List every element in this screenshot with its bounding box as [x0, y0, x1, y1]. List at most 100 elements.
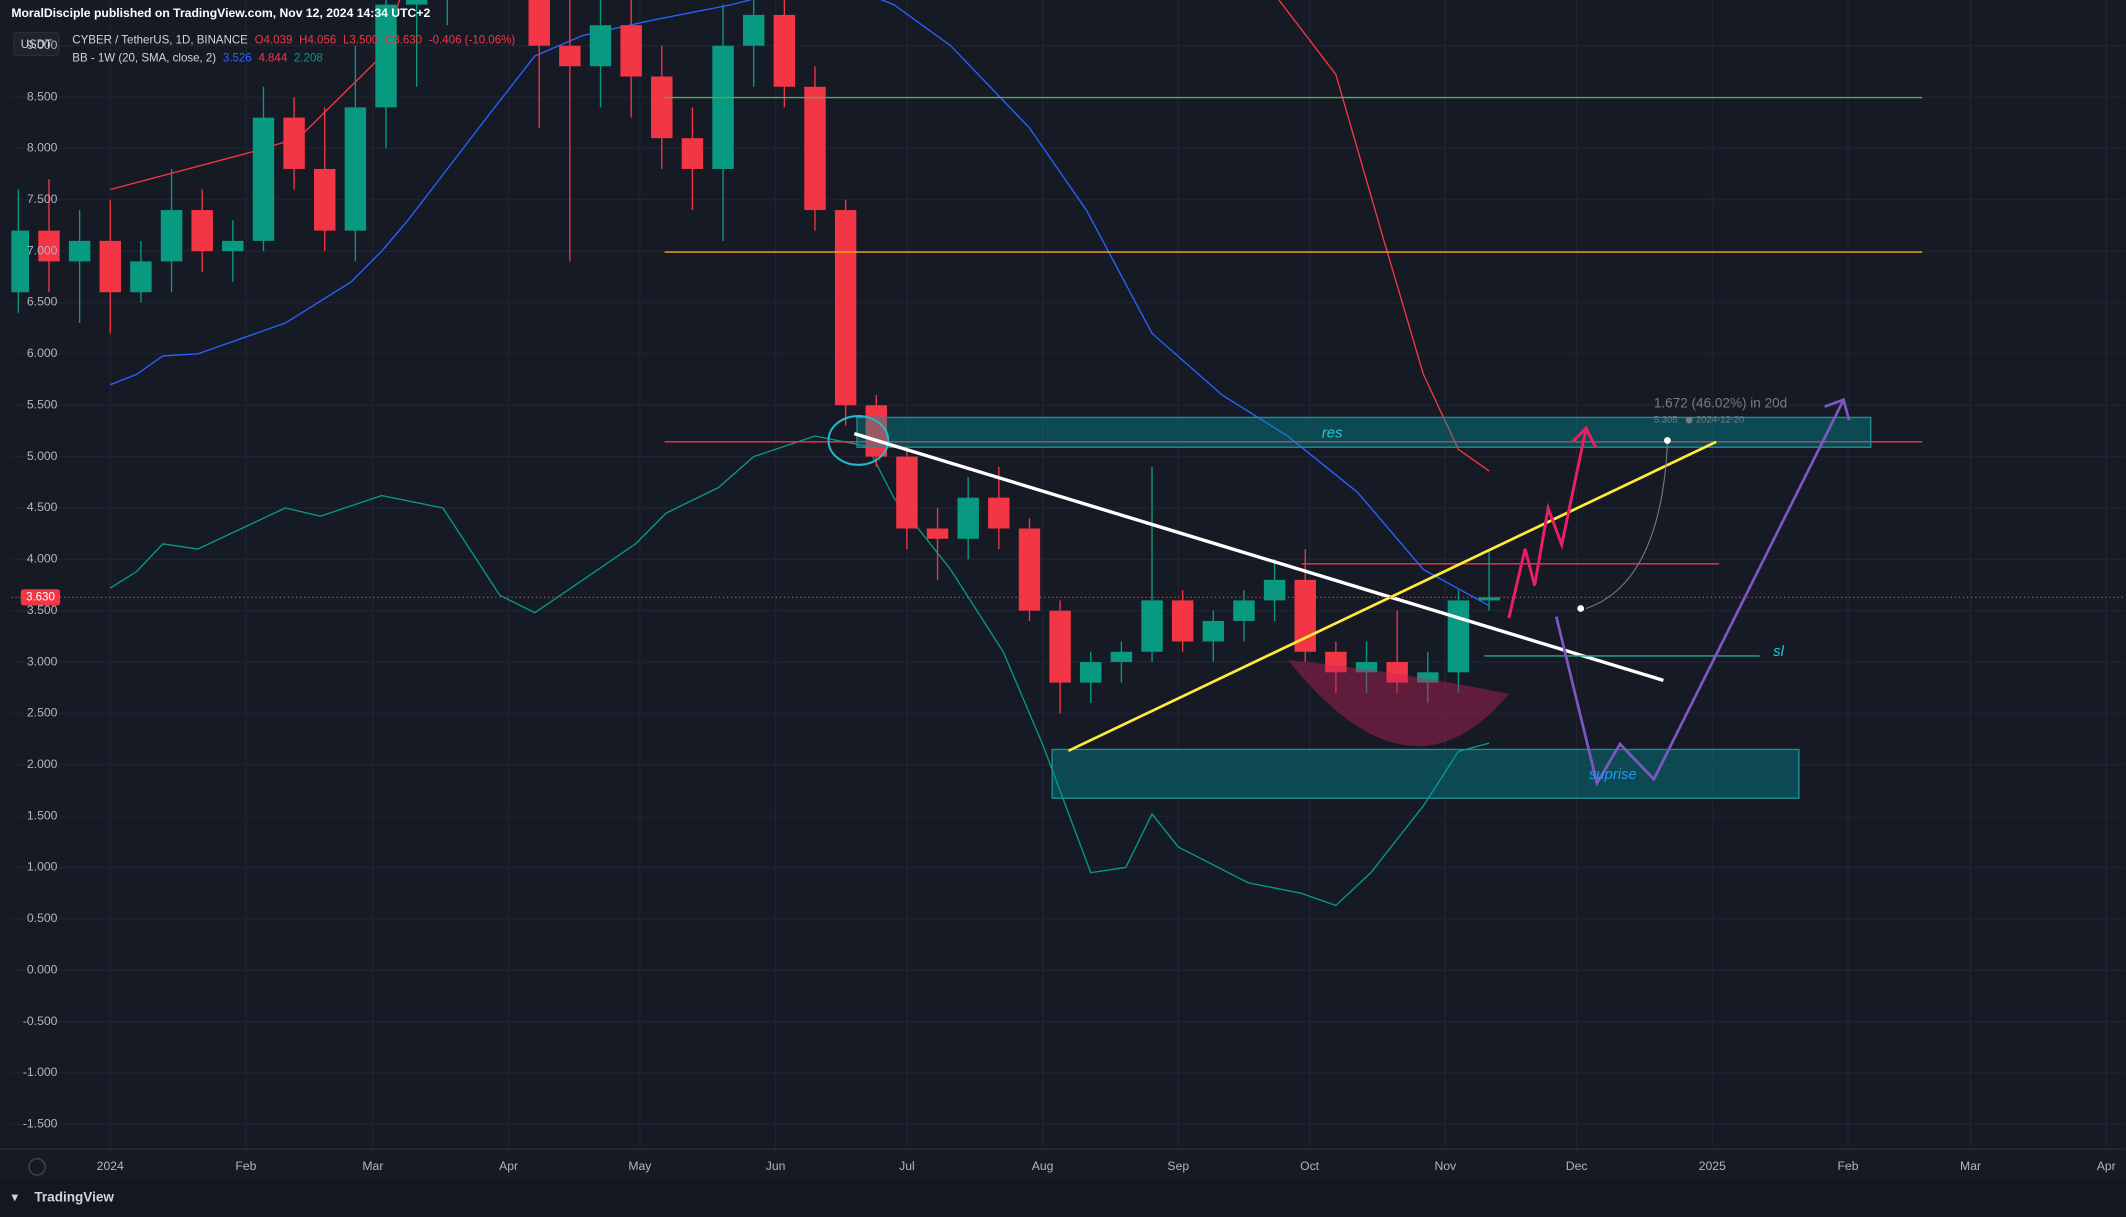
candle-body: [834, 210, 857, 406]
ohlc-value: H4.056: [299, 35, 336, 47]
x-tick-label: 2025: [1699, 1159, 1726, 1173]
y-tick-label: 0.000: [27, 962, 58, 976]
candle-body: [773, 14, 796, 87]
annotation: sl: [1773, 644, 1784, 660]
candle-body: [1018, 528, 1041, 611]
candle-body: [1325, 651, 1347, 673]
resistance-zone: [856, 416, 1872, 448]
y-tick-label: 0.500: [27, 911, 58, 925]
currency-button[interactable]: [13, 31, 60, 57]
candle-body: [1171, 600, 1194, 642]
y-tick-label: 7.500: [27, 192, 58, 206]
candle-body: [1417, 672, 1439, 683]
candle-body: [804, 86, 826, 211]
measure-arc: [1585, 443, 1668, 610]
indicator-value: 3.526: [223, 52, 252, 64]
x-tick-label: 2024: [97, 1159, 124, 1173]
candle-body: [222, 240, 244, 252]
y-tick-label: 5.000: [27, 449, 58, 463]
x-tick-label: Feb: [1837, 1159, 1858, 1173]
candle-body: [38, 230, 60, 262]
measure-date: 2024-12-20: [1696, 415, 1744, 426]
projection-path: [1507, 425, 1597, 619]
point: [1664, 437, 1671, 444]
x-tick-label: Apr: [499, 1159, 518, 1173]
x-tick-label: Aug: [1032, 1159, 1054, 1173]
indicator-legend: BB - 1W (20, SMA, close, 2) 3.526 4.844 2.2…: [72, 52, 322, 64]
x-tick-label: Mar: [362, 1159, 383, 1173]
y-tick-label: 6.000: [27, 346, 58, 360]
candle-body: [11, 230, 30, 293]
point: [1577, 605, 1585, 612]
candle-body: [957, 497, 979, 539]
projection-path: [1554, 398, 1851, 787]
candle-body: [1049, 610, 1071, 683]
y-tick-label: 9.000: [27, 38, 58, 52]
y-tick-label: -0.500: [23, 1014, 58, 1028]
ohlc-value: L3.500: [343, 35, 378, 47]
y-tick-label: 2.500: [27, 706, 58, 720]
annotation: suprise: [1589, 767, 1637, 783]
y-tick-label: 1.000: [27, 860, 58, 874]
y-tick-label: 1.500: [27, 808, 58, 822]
band-line: [110, 0, 1490, 607]
x-tick-label: Jun: [766, 1159, 786, 1173]
candle-body: [252, 117, 275, 241]
candle-body: [926, 528, 949, 539]
candle-body: [344, 107, 367, 231]
candle-body: [620, 25, 642, 77]
candle-body: [896, 456, 918, 529]
indicator-name: BB - 1W (20, SMA, close, 2): [72, 52, 216, 64]
y-tick-label: -1.500: [23, 1116, 58, 1130]
candle-body: [1233, 600, 1255, 621]
y-tick-label: 3.000: [27, 654, 58, 668]
y-tick-label: 4.500: [27, 500, 58, 514]
trend-line: [1067, 440, 1717, 753]
x-tick-label: Nov: [1434, 1159, 1457, 1173]
last-price-label: 3.630: [26, 591, 55, 603]
y-tick-label: 4.000: [27, 552, 58, 566]
annotation: res: [1322, 426, 1343, 442]
candle-body: [589, 25, 612, 67]
x-tick-label: Mar: [1960, 1159, 1981, 1173]
candle-body: [1263, 579, 1286, 601]
x-tick-label: Oct: [1300, 1159, 1320, 1173]
candle-body: [559, 45, 581, 67]
x-tick-label: Jul: [899, 1159, 915, 1173]
candle-body: [1202, 620, 1225, 642]
candle-body: [1447, 600, 1470, 673]
y-tick-label: 8.500: [27, 89, 58, 103]
candle-body: [160, 210, 183, 262]
candle-body: [1080, 662, 1102, 683]
x-tick-label: May: [628, 1159, 652, 1173]
candle-body: [712, 45, 734, 169]
y-tick-label: 2.000: [27, 757, 58, 771]
support-zone: [1051, 748, 1800, 799]
zoom-button[interactable]: [28, 1158, 46, 1176]
candle-body: [405, 0, 428, 5]
measure-label: 1.672 (46.02%) in 20d: [1654, 395, 1787, 410]
candle-body: [68, 240, 91, 262]
indicator-value: 4.844: [258, 52, 287, 64]
last-price-tag: [20, 589, 61, 606]
indicator-value: 2.208: [294, 52, 323, 64]
candle-body: [191, 210, 213, 252]
candle-body: [1386, 662, 1408, 683]
footer: [0, 1179, 2126, 1217]
trend-line: [853, 432, 1664, 682]
candles: [11, 0, 1500, 714]
y-tick-label: 8.000: [27, 141, 58, 155]
y-tick-label: 3.500: [27, 603, 58, 617]
symbol-legend: CYBER / TetherUS, 1D, BINANCE O4.039 H4.05…: [72, 35, 515, 47]
candle-body: [681, 138, 704, 169]
y-tick-label: 7.000: [27, 243, 58, 257]
measure-price: 5.305: [1654, 415, 1678, 426]
candle-body: [1294, 579, 1316, 652]
candle-body: [99, 240, 121, 293]
ohlc-value: O4.039: [255, 35, 293, 47]
candle-body: [528, 0, 550, 46]
candle-body: [1141, 600, 1163, 652]
published-line: MoralDisciple published on TradingView.c…: [11, 6, 430, 20]
x-tick-label: Feb: [235, 1159, 256, 1173]
